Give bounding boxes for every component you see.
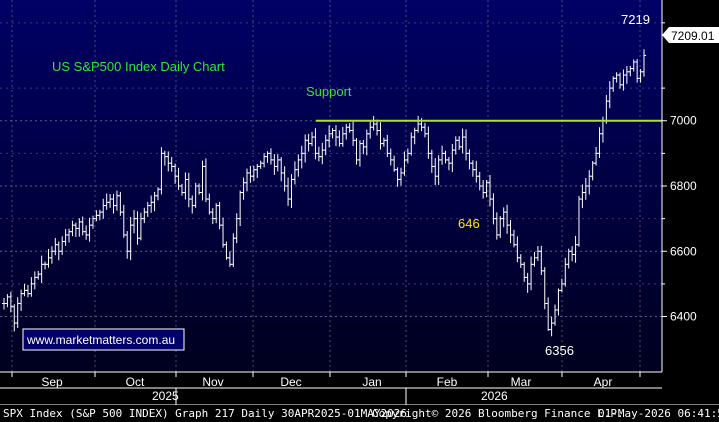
high-annotation: 7219: [621, 12, 650, 27]
low-annotation: 6356: [545, 343, 574, 358]
x-tick-label: Jan: [362, 375, 381, 389]
website-box-border: [22, 328, 185, 351]
last-price-tag: 7209.01: [662, 27, 719, 43]
footer-background: [0, 405, 719, 422]
x-tick-label: Oct: [126, 375, 145, 389]
last-price-tag-shape: [662, 27, 719, 43]
y-tick-label: 6600: [670, 244, 697, 258]
website-link[interactable]: www.marketmatters.com.au: [26, 333, 175, 347]
x-tick-label: Dec: [280, 375, 301, 389]
x-tick-label: Sep: [41, 375, 63, 389]
year-label-2025: 2025: [152, 389, 179, 403]
chart-title: US S&P500 Index Daily Chart: [52, 59, 225, 74]
x-tick-label: Feb: [437, 375, 458, 389]
y-tick-label: 7000: [670, 114, 697, 128]
y-tick-label: 6800: [670, 179, 697, 193]
grid: [0, 0, 662, 372]
last-price-value: 7209.01: [671, 29, 715, 43]
ohlc-bar: [642, 49, 646, 77]
move-annotation: 646: [458, 216, 480, 231]
year-labels: 2025 2026: [152, 389, 508, 403]
footer-right: 01-May-2026 06:41:52: [598, 407, 719, 420]
website-box[interactable]: www.marketmatters.com.au: [22, 328, 185, 351]
x-tick-label: Mar: [511, 375, 532, 389]
footer-left: SPX Index (S&P 500 INDEX) Graph 217 Dail…: [3, 407, 407, 420]
y-tick-label: 6400: [670, 310, 697, 324]
x-tick-label: Nov: [202, 375, 223, 389]
x-tick-label: Apr: [594, 375, 613, 389]
price-bars: [2, 49, 646, 337]
footer: SPX Index (S&P 500 INDEX) Graph 217 Dail…: [0, 405, 719, 422]
footer-center: Copyright© 2026 Bloomberg Finance L.P.: [372, 407, 624, 420]
support-label: Support: [306, 84, 352, 99]
year-label-2026: 2026: [481, 389, 508, 403]
